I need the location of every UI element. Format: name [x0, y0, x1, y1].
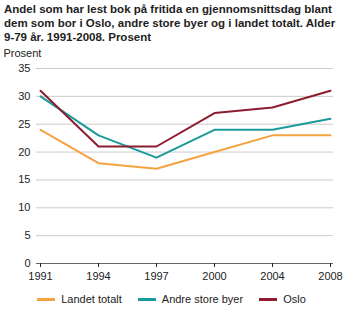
svg-text:35: 35 — [18, 62, 30, 74]
svg-text:15: 15 — [18, 173, 30, 185]
svg-text:1994: 1994 — [86, 270, 110, 282]
svg-text:2004: 2004 — [260, 270, 284, 282]
svg-text:5: 5 — [24, 229, 30, 241]
html-text:Oslo: Oslo — [283, 293, 306, 305]
html-text:Andel som har lest bok på frit: Andel som har lest bok på fritida en gje… — [4, 3, 336, 43]
svg-text:2000: 2000 — [202, 270, 226, 282]
html-text:Landet totalt: Landet totalt — [61, 293, 122, 305]
svg-text:25: 25 — [18, 118, 30, 130]
html-text:Andre store byer: Andre store byer — [161, 293, 244, 305]
svg-text:30: 30 — [18, 90, 30, 102]
svg-text:1997: 1997 — [144, 270, 168, 282]
svg-text:Prosent: Prosent — [4, 47, 42, 59]
svg-text:1991: 1991 — [28, 270, 52, 282]
svg-text:10: 10 — [18, 201, 30, 213]
svg-text:0: 0 — [24, 257, 30, 269]
svg-text:2008: 2008 — [318, 270, 342, 282]
svg-text:20: 20 — [18, 146, 30, 158]
